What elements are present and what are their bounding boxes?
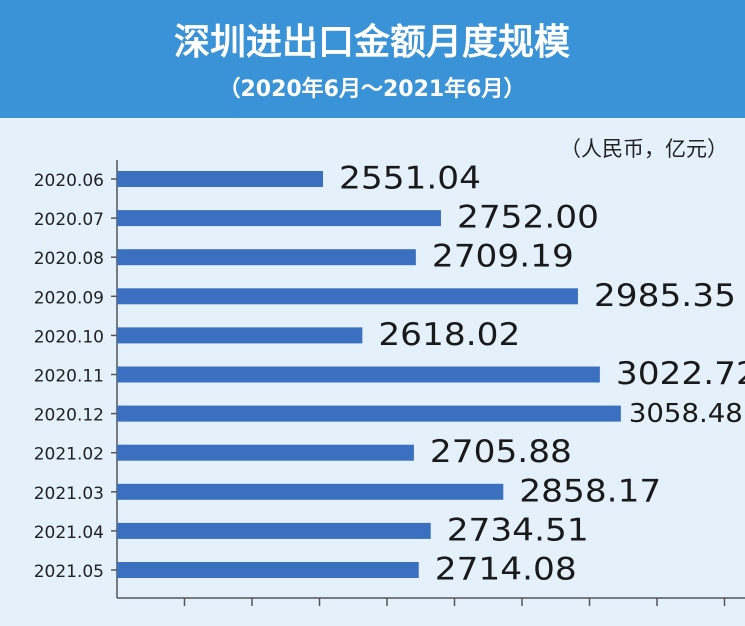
y-tick-label: 2020.09 xyxy=(34,288,104,308)
value-label: 2705.88 xyxy=(430,434,572,470)
bar xyxy=(117,327,363,344)
unit-label: （人民币，亿元） xyxy=(560,137,728,161)
y-tick-label: 2020.08 xyxy=(34,249,104,269)
y-tick-label: 2021.05 xyxy=(34,562,104,582)
y-tick-label: 2021.02 xyxy=(34,445,104,465)
y-tick-label: 2020.10 xyxy=(34,327,104,347)
value-label: 2858.17 xyxy=(519,473,661,509)
value-label: 2618.02 xyxy=(378,317,520,353)
value-label: 2709.19 xyxy=(432,239,574,275)
value-label: 2985.35 xyxy=(594,278,736,314)
y-tick-label: 2021.03 xyxy=(34,484,104,504)
bar xyxy=(117,405,621,422)
bar xyxy=(117,366,600,383)
chart-subtitle: （2020年6月～2021年6月） xyxy=(218,76,525,102)
y-tick-label: 2020.06 xyxy=(34,171,104,191)
y-tick-label: 2020.07 xyxy=(34,210,104,230)
value-label: 3058.48 xyxy=(629,399,743,429)
bar xyxy=(117,483,504,500)
bar xyxy=(117,288,578,305)
bar xyxy=(117,171,324,187)
bar xyxy=(117,210,441,227)
bar xyxy=(117,522,431,539)
y-tick-label: 2020.12 xyxy=(34,406,104,426)
bar xyxy=(117,249,416,266)
value-label: 2734.51 xyxy=(447,512,589,548)
value-label: 2752.00 xyxy=(457,200,599,236)
bar xyxy=(117,562,419,578)
chart-title: 深圳进出口金额月度规模 xyxy=(174,21,570,63)
y-tick-label: 2020.11 xyxy=(34,367,104,387)
bar xyxy=(117,444,414,461)
value-label: 2714.08 xyxy=(435,552,577,588)
value-label: 3022.72 xyxy=(616,356,745,392)
value-label: 2551.04 xyxy=(339,161,481,197)
header-band xyxy=(0,0,745,118)
y-tick-label: 2021.04 xyxy=(34,523,104,543)
